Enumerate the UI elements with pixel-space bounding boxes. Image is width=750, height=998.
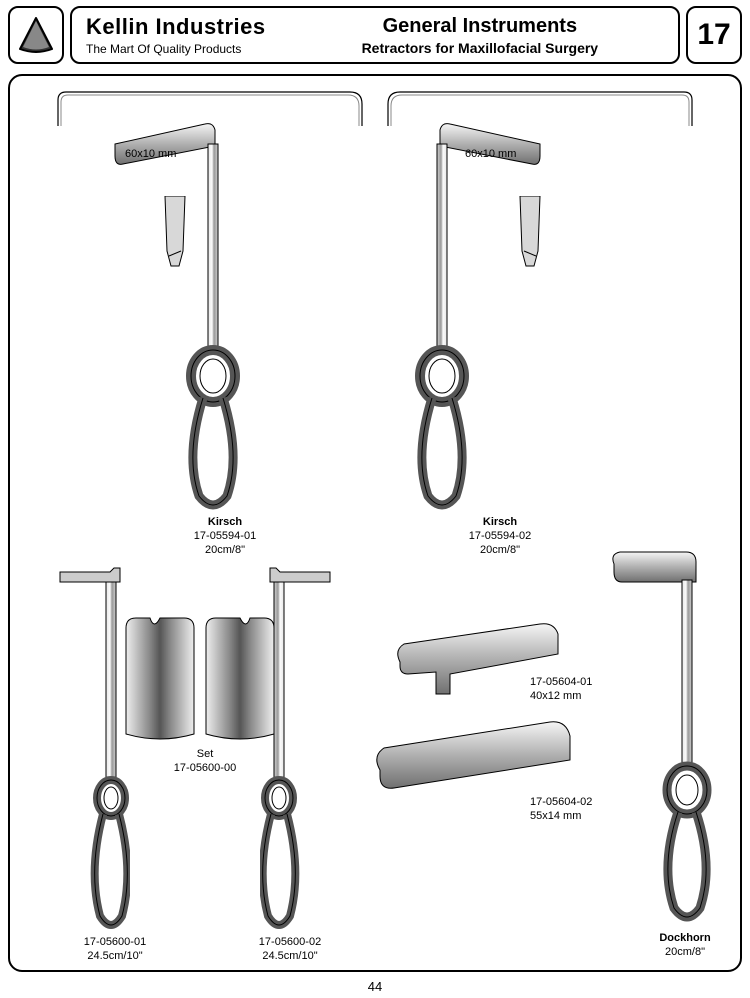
- kirsch-left-label: Kirsch 17-05594-01 20cm/8": [180, 516, 270, 557]
- category-subtitle: Retractors for Maxillofacial Surgery: [296, 40, 664, 56]
- page-number: 17: [697, 18, 730, 52]
- category-title: General Instruments: [296, 15, 664, 38]
- set-label: Set 17-05600-00: [165, 748, 245, 776]
- footer-page-number: 44: [0, 979, 750, 994]
- kirsch-left-illustration: [95, 116, 275, 516]
- title-block: Kellin Industries The Mart Of Quality Pr…: [70, 6, 680, 64]
- dockhorn-label: Dockhorn 20cm/8": [640, 932, 730, 960]
- logo-icon: [16, 15, 56, 55]
- dockhorn-illustration: [600, 546, 720, 946]
- kirsch-left-tip: [155, 196, 195, 276]
- kirsch-right-label: Kirsch 17-05594-02 20cm/8": [455, 516, 545, 557]
- kirsch-left-dim: 60x10 mm: [125, 148, 176, 160]
- kirsch-right-dim: 60x10 mm: [465, 148, 516, 160]
- label-05600-01: 17-05600-01 24.5cm/10": [65, 936, 165, 964]
- label-05600-02: 17-05600-02 24.5cm/10": [240, 936, 340, 964]
- dockhorn-blade-top-label: 17-05604-01 40x12 mm: [530, 676, 620, 704]
- page-number-box: 17: [686, 6, 742, 64]
- logo-box: [8, 6, 64, 64]
- company-tagline: The Mart Of Quality Products: [86, 42, 266, 56]
- kirsch-right-illustration: [380, 116, 560, 516]
- set-blades: [120, 616, 280, 746]
- retractor-05600-01: [40, 566, 130, 946]
- kirsch-right-tip: [510, 196, 550, 276]
- dockhorn-blade-bot-label: 17-05604-02 55x14 mm: [530, 796, 620, 824]
- content-frame: 60x10 mm 60x10 mm Kirsch 17-05594-01 20c…: [8, 74, 742, 972]
- company-name: Kellin Industries: [86, 14, 266, 40]
